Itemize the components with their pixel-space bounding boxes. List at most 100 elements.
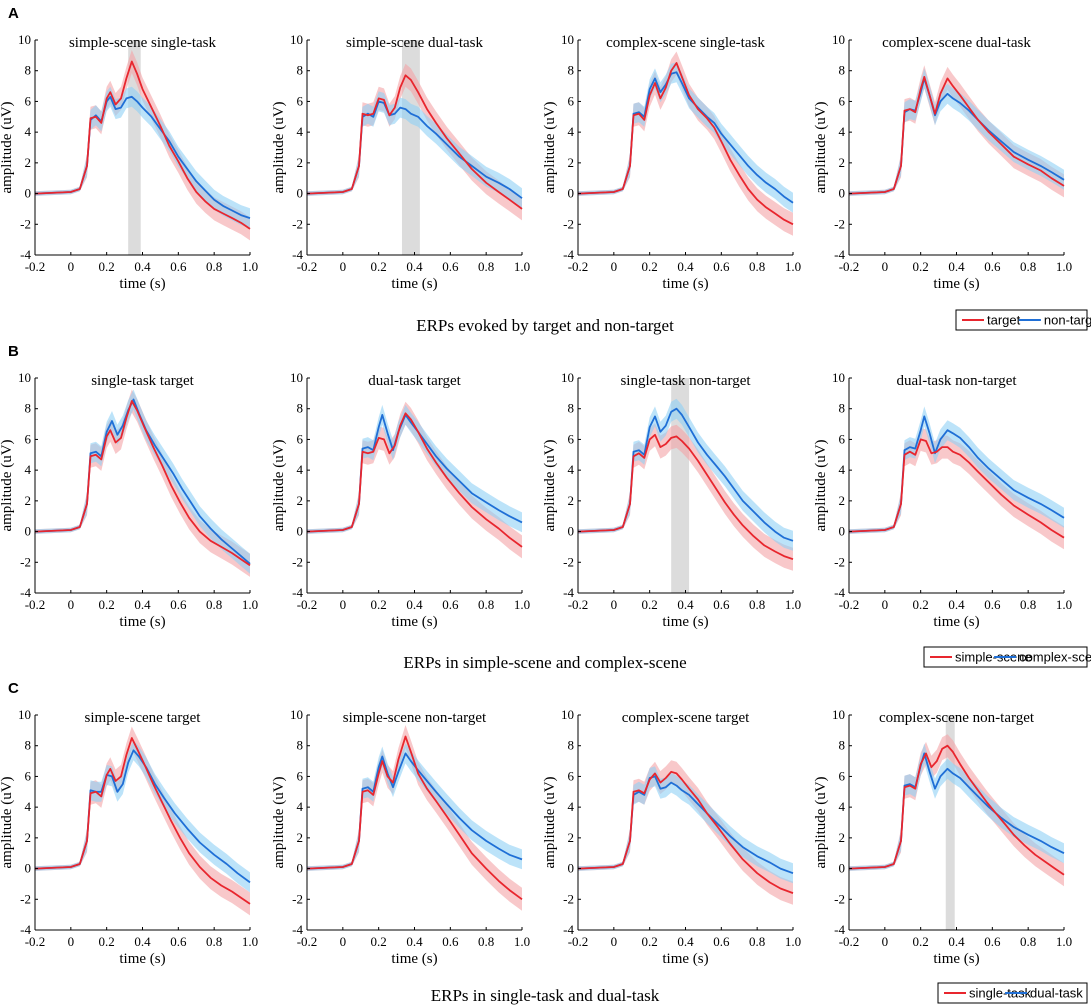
series-line-target bbox=[306, 74, 523, 210]
x-tick-label: 0.8 bbox=[478, 259, 494, 274]
x-tick-label: 0.8 bbox=[749, 259, 765, 274]
y-tick-label: 8 bbox=[568, 401, 575, 416]
x-tick-label: -0.2 bbox=[297, 597, 318, 612]
legend-label: complex-scene bbox=[1019, 650, 1091, 665]
y-tick-label: 0 bbox=[839, 186, 846, 201]
section-B: B ERPs in simple-scene and complex-scene -… bbox=[0, 343, 1091, 672]
confidence-band-complex-scene bbox=[35, 389, 250, 574]
y-tick-label: 4 bbox=[25, 124, 32, 139]
y-tick-label: 0 bbox=[568, 186, 575, 201]
x-tick-label: 0.6 bbox=[442, 934, 459, 949]
y-tick-label: 2 bbox=[568, 493, 575, 508]
y-tick-label: 0 bbox=[25, 861, 32, 876]
y-tick-label: 4 bbox=[297, 799, 304, 814]
y-tick-label: 10 bbox=[832, 370, 845, 385]
confidence-band-complex-scene bbox=[578, 398, 793, 551]
panel: -0.2 0 0.2 0.4 0.6 0.8 1.0 -4 -2 0 2 4 6 8 10 time (s) a… bbox=[542, 707, 801, 967]
panel-title: dual-task non-target bbox=[896, 373, 1017, 389]
x-tick-label: -0.2 bbox=[568, 934, 589, 949]
legend-label: dual-task bbox=[1030, 986, 1083, 1001]
x-tick-label: 0.8 bbox=[1020, 934, 1036, 949]
confidence-band-dual-task bbox=[35, 740, 250, 893]
y-tick-label: 8 bbox=[839, 401, 846, 416]
x-tick-label: 1.0 bbox=[242, 934, 258, 949]
y-tick-label: 2 bbox=[568, 155, 575, 170]
y-tick-label: 4 bbox=[568, 124, 575, 139]
confidence-band-target bbox=[849, 65, 1064, 198]
confidence-band-single-task bbox=[307, 725, 522, 911]
x-tick-label: 0.4 bbox=[677, 934, 694, 949]
y-axis-label: amplitude (uV) bbox=[813, 776, 829, 868]
x-tick-label: 0.4 bbox=[406, 259, 423, 274]
x-axis-label: time (s) bbox=[933, 276, 979, 292]
x-axis-label: time (s) bbox=[119, 276, 165, 292]
y-tick-label: 6 bbox=[25, 768, 32, 783]
confidence-band-complex-scene bbox=[307, 404, 522, 534]
y-tick-label: 6 bbox=[25, 93, 32, 108]
x-tick-label: -0.2 bbox=[25, 934, 46, 949]
y-tick-label: 4 bbox=[568, 799, 575, 814]
significance-window bbox=[945, 715, 955, 930]
x-tick-label: 0.2 bbox=[99, 597, 115, 612]
y-tick-label: 0 bbox=[568, 861, 575, 876]
confidence-band-non-target bbox=[35, 86, 250, 229]
section-caption: ERPs in simple-scene and complex-scene bbox=[403, 653, 686, 672]
y-tick-label: -2 bbox=[834, 891, 845, 906]
series-line-simple-scene bbox=[34, 400, 251, 567]
x-axis-label: time (s) bbox=[662, 276, 708, 292]
x-tick-label: 0.4 bbox=[134, 597, 151, 612]
x-tick-label: 0.2 bbox=[642, 934, 658, 949]
y-tick-label: 6 bbox=[25, 431, 32, 446]
x-tick-label: 0.4 bbox=[406, 597, 423, 612]
y-tick-label: 10 bbox=[832, 32, 845, 47]
panel: -0.2 0 0.2 0.4 0.6 0.8 1.0 -4 -2 0 2 4 6 8 10 time (s) a… bbox=[542, 370, 801, 630]
x-tick-label: 0.8 bbox=[1020, 259, 1036, 274]
panel-title: single-task target bbox=[91, 373, 194, 389]
x-tick-label: 0.2 bbox=[99, 934, 115, 949]
panel: -0.2 0 0.2 0.4 0.6 0.8 1.0 -4 -2 0 2 4 6 8 10 time (s) a… bbox=[0, 32, 258, 292]
x-tick-label: 0.6 bbox=[713, 259, 730, 274]
y-tick-label: 6 bbox=[839, 768, 846, 783]
x-tick-label: 0.6 bbox=[442, 597, 459, 612]
y-tick-label: 8 bbox=[568, 63, 575, 78]
x-tick-label: 0.2 bbox=[913, 597, 929, 612]
x-tick-label: 0 bbox=[611, 259, 618, 274]
x-tick-label: -0.2 bbox=[297, 259, 318, 274]
y-tick-label: 8 bbox=[839, 738, 846, 753]
y-tick-label: 2 bbox=[25, 830, 32, 845]
confidence-band-target bbox=[307, 63, 522, 221]
panel: -0.2 0 0.2 0.4 0.6 0.8 1.0 -4 -2 0 2 4 6 8 10 time (s) a… bbox=[271, 32, 530, 292]
x-tick-label: -0.2 bbox=[839, 597, 860, 612]
y-tick-label: 4 bbox=[839, 462, 846, 477]
y-tick-label: 8 bbox=[25, 63, 32, 78]
x-axis-label: time (s) bbox=[933, 614, 979, 630]
x-tick-label: 0.8 bbox=[749, 934, 765, 949]
y-tick-label: -2 bbox=[292, 554, 303, 569]
legend-label: simple-scene bbox=[955, 650, 1032, 665]
x-tick-label: 1.0 bbox=[242, 259, 258, 274]
y-tick-label: 0 bbox=[297, 524, 304, 539]
panel: -0.2 0 0.2 0.4 0.6 0.8 1.0 -4 -2 0 2 4 6 8 10 time (s) a… bbox=[271, 707, 530, 967]
y-axis-label: amplitude (uV) bbox=[0, 439, 15, 531]
confidence-band-dual-task bbox=[307, 743, 522, 871]
y-axis-label: amplitude (uV) bbox=[271, 101, 287, 193]
y-tick-label: -2 bbox=[563, 554, 574, 569]
y-tick-label: 10 bbox=[832, 707, 845, 722]
y-tick-label: 0 bbox=[297, 861, 304, 876]
x-tick-label: 0.4 bbox=[948, 934, 965, 949]
y-tick-label: 10 bbox=[18, 707, 31, 722]
panel-title: complex-scene non-target bbox=[879, 710, 1035, 726]
y-tick-label: -2 bbox=[20, 891, 31, 906]
series-line-target bbox=[577, 62, 794, 226]
x-tick-label: 0.2 bbox=[642, 259, 658, 274]
panel: -0.2 0 0.2 0.4 0.6 0.8 1.0 -4 -2 0 2 4 6 8 10 time (s) a… bbox=[0, 707, 258, 967]
y-tick-label: 2 bbox=[25, 155, 32, 170]
y-axis-label: amplitude (uV) bbox=[542, 101, 558, 193]
y-tick-label: -4 bbox=[292, 922, 303, 937]
x-tick-label: 0.8 bbox=[749, 597, 765, 612]
y-tick-label: -4 bbox=[20, 922, 31, 937]
panel-title: complex-scene dual-task bbox=[882, 35, 1031, 51]
section-caption: ERPs in single-task and dual-task bbox=[431, 986, 660, 1005]
x-tick-label: 0 bbox=[611, 934, 618, 949]
